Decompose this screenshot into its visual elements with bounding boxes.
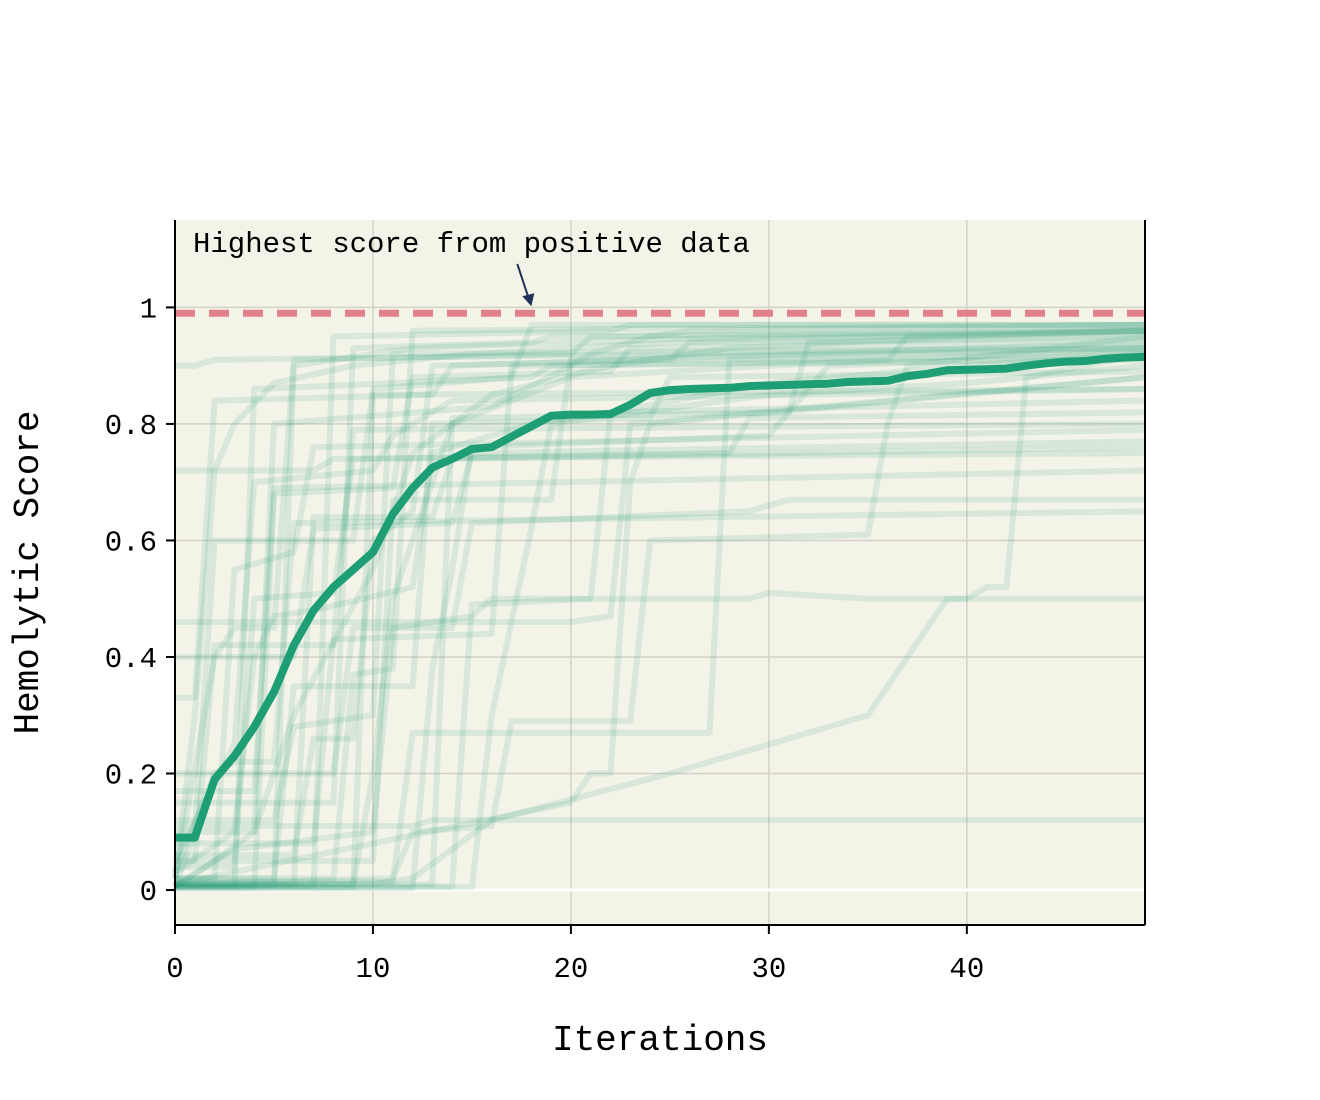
run-line-10 <box>173 589 1145 890</box>
run-line-8 <box>175 345 1146 369</box>
run-line-15 <box>175 374 1146 625</box>
run-line-1 <box>173 327 1146 890</box>
run-line-22 <box>175 327 1146 806</box>
mean-score-line <box>175 352 1146 842</box>
run-line-21 <box>175 368 1146 882</box>
run-line-23 <box>175 426 1146 882</box>
run-line-39 <box>175 420 1146 864</box>
run-line-31 <box>172 321 1145 889</box>
run-line-12 <box>175 351 1146 888</box>
y-tick-label-5: 1 <box>140 293 157 326</box>
run-line-17 <box>172 386 1146 863</box>
x-axis-title: Iterations <box>552 1020 768 1061</box>
run-line-3 <box>175 327 1146 889</box>
run-line-25 <box>175 339 1146 891</box>
y-tick-label-2: 0.4 <box>105 643 157 676</box>
run-line-26 <box>172 327 1146 879</box>
run-line-14 <box>175 321 1146 835</box>
annotation-label: Highest score from positive data <box>193 228 750 261</box>
x-tick-label-0: 0 <box>166 953 183 986</box>
x-tick-label-2: 20 <box>554 953 589 986</box>
run-line-24 <box>175 345 1146 864</box>
run-line-19 <box>175 339 1146 701</box>
y-tick-label-1: 0.2 <box>105 760 157 793</box>
plot-background <box>175 220 1145 925</box>
annotation-arrow <box>516 263 531 301</box>
run-line-11 <box>175 817 1145 829</box>
run-lines <box>172 321 1146 892</box>
run-line-33 <box>175 351 1146 885</box>
x-tick-label-4: 40 <box>949 953 984 986</box>
run-line-32 <box>175 444 1146 888</box>
run-line-13 <box>175 496 1145 777</box>
y-axis-ticks: 0 0.2 0.4 0.6 0.8 1 <box>105 293 175 909</box>
y-tick-label-4: 0.8 <box>105 410 157 443</box>
run-line-36 <box>175 397 1146 890</box>
run-line-18 <box>174 362 1146 891</box>
x-axis-ticks: 0 10 20 30 40 <box>166 925 984 986</box>
run-line-38 <box>175 321 1146 882</box>
run-line-34 <box>175 345 1146 824</box>
run-line-5 <box>174 333 1146 888</box>
run-line-6 <box>174 374 1146 888</box>
y-tick-label-0: 0 <box>140 876 157 909</box>
run-line-16 <box>175 450 1146 474</box>
run-line-30 <box>175 386 1146 891</box>
run-line-40 <box>175 321 1145 889</box>
run-line-35 <box>175 327 1146 889</box>
y-tick-label-3: 0.6 <box>105 526 157 559</box>
run-line-2 <box>172 327 1146 879</box>
run-line-27 <box>175 356 1146 847</box>
run-line-29 <box>175 409 1146 870</box>
grid-lines <box>174 220 1145 925</box>
run-line-42 <box>175 333 1146 888</box>
run-line-20 <box>175 333 1146 859</box>
axis-spines <box>174 220 1146 926</box>
run-line-4 <box>175 345 1146 888</box>
y-axis-title: Hemolytic Score <box>8 410 49 734</box>
run-line-7 <box>173 351 1146 876</box>
run-line-28 <box>175 351 1146 892</box>
annotation-arrowhead <box>522 293 535 307</box>
x-tick-label-3: 30 <box>751 953 786 986</box>
x-tick-label-1: 10 <box>356 953 391 986</box>
